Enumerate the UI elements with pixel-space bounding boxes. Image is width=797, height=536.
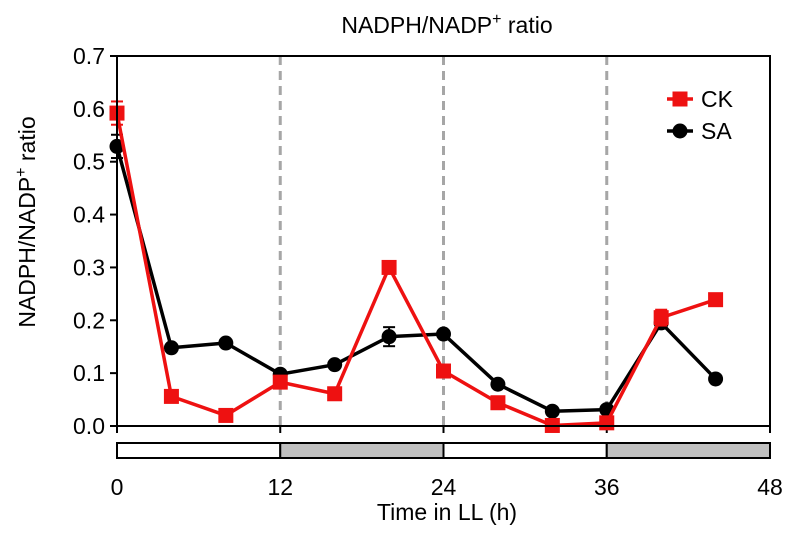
series-line-ck <box>115 112 717 428</box>
y-tick-label: 0.6 <box>73 96 105 122</box>
plot-area-frame <box>116 55 771 427</box>
data-point-ck <box>653 310 669 326</box>
legend-marker-sa <box>672 123 688 139</box>
phase-bar-light-2 <box>442 442 608 459</box>
data-point-ck <box>327 386 343 402</box>
data-point-ck <box>599 415 615 431</box>
data-point-sa <box>218 335 234 351</box>
y-tick-label: 0.1 <box>73 360 105 386</box>
data-point-sa <box>163 340 179 356</box>
phase-bar-light-0 <box>116 442 282 459</box>
data-point-ck <box>490 395 506 411</box>
y-axis-label: NADPH/NADP+ ratio <box>13 116 40 327</box>
light-dark-bar <box>116 442 771 459</box>
legend-marker-ck <box>672 91 688 107</box>
series-sa <box>109 133 724 419</box>
phase-bar-dark-3 <box>605 442 771 459</box>
x-axis-label: Time in LL (h) <box>377 499 517 525</box>
legend-label-ck: CK <box>701 86 734 112</box>
data-point-sa <box>544 403 560 419</box>
data-point-sa <box>381 329 397 345</box>
chart-title: NADPH/NADP+ ratio <box>341 11 552 38</box>
y-tick-label: 0.3 <box>73 254 105 280</box>
x-tick-label: 24 <box>431 474 457 500</box>
legend: CK SA <box>667 86 734 144</box>
y-tick-label: 0.2 <box>73 307 105 333</box>
data-point-ck <box>218 407 234 423</box>
series-ck <box>109 100 724 433</box>
y-tick-label: 0.7 <box>73 43 105 69</box>
x-tick-label: 48 <box>757 474 783 500</box>
data-point-ck <box>272 374 288 390</box>
legend-label-sa: SA <box>701 118 732 144</box>
data-point-sa <box>490 376 506 392</box>
data-point-ck <box>163 388 179 404</box>
y-tick-label: 0.4 <box>73 202 105 228</box>
data-point-ck <box>381 259 397 275</box>
y-tick-label: 0.0 <box>73 413 105 439</box>
series-line-sa <box>115 145 717 413</box>
phase-bar-dark-1 <box>279 442 445 459</box>
data-point-ck <box>436 363 451 379</box>
data-point-sa <box>327 357 343 373</box>
data-point-ck <box>708 292 724 308</box>
x-tick-label: 0 <box>111 474 124 500</box>
data-point-sa <box>436 326 451 342</box>
series-layer <box>109 100 724 433</box>
axis-ticks: 0.0 0.1 0.2 0.3 0.4 0.5 0.6 0.7 0 12 24 36 48 <box>73 43 783 500</box>
data-point-sa <box>708 371 724 387</box>
x-tick-label: 36 <box>594 474 620 500</box>
x-tick-label: 12 <box>267 474 293 500</box>
y-tick-label: 0.5 <box>73 149 105 175</box>
